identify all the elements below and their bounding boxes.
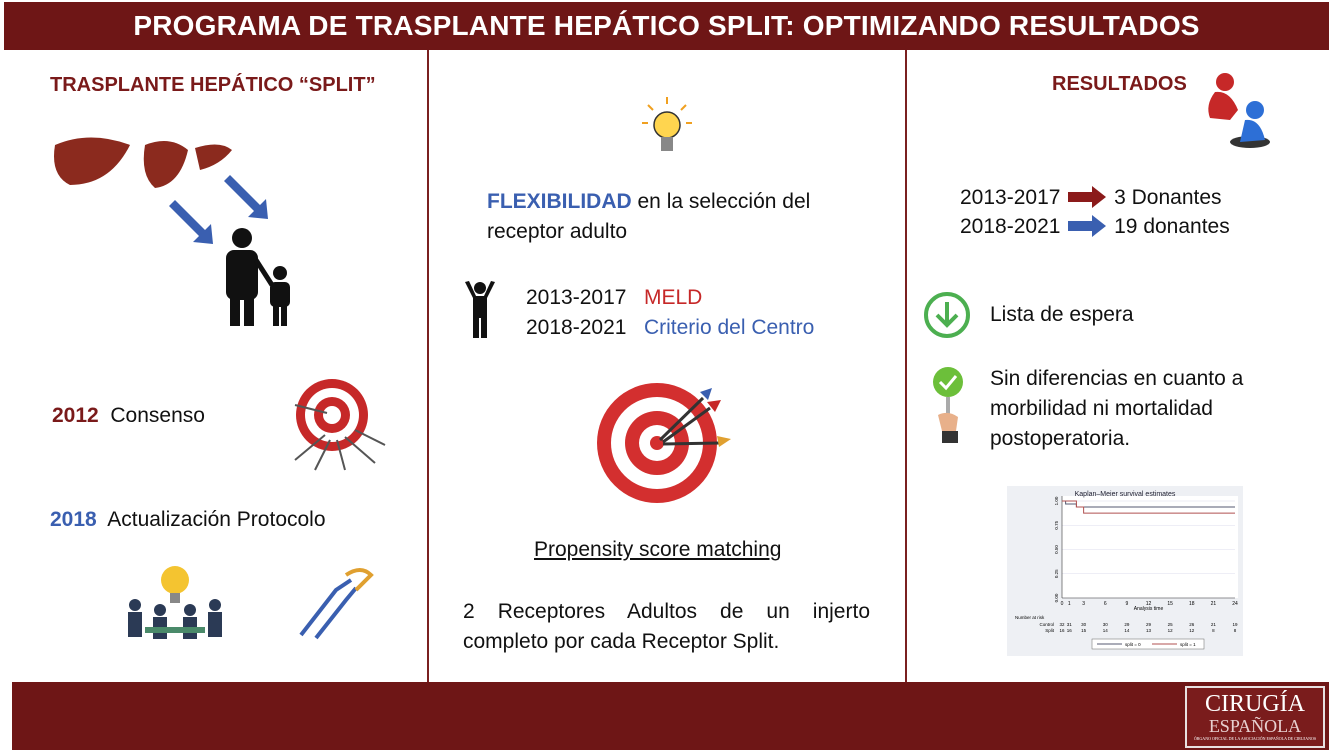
risk-value: 21 <box>1211 622 1217 627</box>
parent-child-icon <box>226 228 290 326</box>
liver-split-illustration <box>54 137 290 326</box>
risk-value: 29 <box>1146 622 1152 627</box>
consenso-label: Consenso <box>110 404 205 427</box>
risk-value: 30 <box>1103 622 1109 627</box>
row1-value: 3 Donantes <box>1114 186 1222 209</box>
chart-title: Kaplan–Meier survival estimates <box>1075 491 1176 498</box>
period-2013-2017: 2013-2017 <box>526 286 627 309</box>
x-tick-label: 12 <box>1146 601 1152 607</box>
logo-line1: CIRUGÍA <box>1205 691 1305 717</box>
km-curve-split1 <box>1062 500 1235 514</box>
teamwork-icon <box>128 566 222 639</box>
x-tick-label: 21 <box>1211 601 1217 607</box>
handshake-icon <box>299 568 374 640</box>
year-2018: 2018 <box>50 508 97 531</box>
target-darts-icon <box>597 383 731 503</box>
x-tick-label: 3 <box>1082 601 1085 607</box>
x-tick-label: 24 <box>1232 601 1238 607</box>
x-tick-label: 18 <box>1189 601 1195 607</box>
helping-figures-icon <box>1208 73 1270 148</box>
x-tick-label: 6 <box>1104 601 1107 607</box>
flexibilidad-label: FLEXIBILIDAD <box>487 190 632 213</box>
y-tick-label: 0.50 <box>1054 545 1059 554</box>
footer-band <box>12 682 1329 750</box>
flex-text: en la selección del <box>631 190 811 213</box>
km-chart-svg: Kaplan–Meier survival estimates 0.00 0.25 0… <box>1015 491 1238 650</box>
row2-period: 2018-2021 <box>960 215 1061 238</box>
meld-label: MELD <box>643 286 703 309</box>
red-arrow-icon <box>1068 186 1107 208</box>
legend-box <box>1091 638 1205 650</box>
period-2018-2021: 2018-2021 <box>526 316 627 339</box>
x-tick-label: 1 <box>1068 601 1071 607</box>
page-title: PROGRAMA DE TRASPLANTE HEPÁTICO SPLIT: O… <box>4 2 1329 50</box>
row2-value: 19 donantes <box>1114 215 1230 238</box>
risk-value: 19 <box>1232 622 1238 627</box>
risk-value: 26 <box>1189 622 1195 627</box>
logo-line2: ESPAÑOLA <box>1208 716 1302 736</box>
blue-arrow-icon <box>1068 215 1107 237</box>
left-heading: TRASPLANTE HEPÁTICO “SPLIT” <box>50 74 376 96</box>
year-2012: 2012 <box>52 404 99 427</box>
risk-value: 8 <box>1212 628 1215 633</box>
y-tick-label: 0.25 <box>1054 569 1059 578</box>
risk-value: 8 <box>1234 628 1237 633</box>
lightbulb-icon <box>642 97 692 151</box>
x-tick-label: 9 <box>1125 601 1128 607</box>
y-tick-label: 0.75 <box>1054 520 1059 529</box>
psm-label: Propensity score matching <box>534 538 782 561</box>
risk-value: 13 <box>1146 628 1152 633</box>
resultados-heading: RESULTADOS <box>1052 73 1187 95</box>
risk-value: 30 <box>1081 622 1087 627</box>
legend-label: split = 1 <box>1180 642 1196 647</box>
risk-value: 15 <box>1081 628 1087 633</box>
risk-value: 32 <box>1059 622 1065 627</box>
summary-text: 2 Receptores Adultos de un injerto compl… <box>463 600 870 653</box>
person-icon <box>465 281 495 338</box>
risk-value: 25 <box>1168 622 1174 627</box>
liver-icon <box>54 137 232 188</box>
risk-value: 12 <box>1189 628 1195 633</box>
criterio-label: Criterio del Centro <box>643 316 815 339</box>
down-arrow-circle-icon <box>924 292 970 338</box>
risk-value: 31 <box>1067 622 1073 627</box>
risk-table-label: Number at risk <box>1015 615 1045 620</box>
x-axis-label: Analysis time <box>1134 606 1164 612</box>
risk-value: 29 <box>1124 622 1130 627</box>
legend-label: split = 0 <box>1125 642 1141 647</box>
risk-value: 16 <box>1067 628 1073 633</box>
risk-row-label: Control <box>1039 622 1054 627</box>
x-tick-label: 15 <box>1167 601 1173 607</box>
km-chart: Kaplan–Meier survival estimates 0.00 0.25 0… <box>1007 486 1243 656</box>
actualizacion-label: Actualización Protocolo <box>107 508 326 531</box>
y-tick-label: 1.00 <box>1054 496 1059 505</box>
cirugia-espanola-logo: CIRUGÍA ESPAÑOLA ÓRGANO OFICIAL DE LA AS… <box>1185 686 1325 748</box>
y-tick-label: 0.00 <box>1054 593 1059 602</box>
risk-value: 14 <box>1103 628 1109 633</box>
sin-diferencias-text: Sin diferencias en cuanto a morbilidad n… <box>990 367 1244 450</box>
divider <box>905 50 907 682</box>
plot-area <box>1062 496 1238 598</box>
logo-line3: ÓRGANO OFICIAL DE LA ASOCIACIÓN ESPAÑOLA… <box>1193 736 1317 741</box>
divider <box>427 50 429 682</box>
risk-value: 16 <box>1059 628 1065 633</box>
x-tick-label: 0 <box>1061 601 1064 607</box>
risk-row-label: Split <box>1045 628 1055 633</box>
arrow-icon <box>169 175 268 244</box>
flex-text-line2: receptor adulto <box>487 220 628 243</box>
row1-period: 2013-2017 <box>960 186 1061 209</box>
risk-value: 14 <box>1124 628 1130 633</box>
check-hand-icon <box>933 367 963 443</box>
lista-espera-label: Lista de espera <box>990 303 1134 326</box>
target-icon <box>294 379 386 471</box>
risk-value: 12 <box>1168 628 1174 633</box>
